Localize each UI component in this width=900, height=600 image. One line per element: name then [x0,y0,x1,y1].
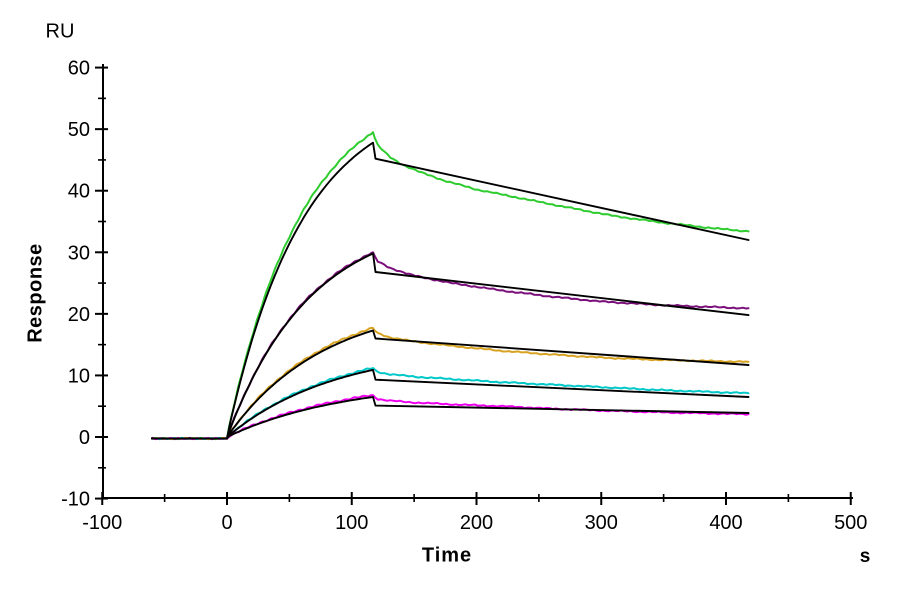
y-tick-label: -10 [61,489,90,511]
x-tick-label: -100 [82,512,122,534]
x-tick-label: 400 [709,512,742,534]
y-tick-label: 50 [68,119,90,141]
series-curve-green [151,131,750,441]
x-tick-label: 300 [585,512,618,534]
x-tick-label: 0 [221,512,232,534]
y-tick-label: 20 [68,304,90,326]
fit-line-gold [151,329,750,440]
fit-line-cyan [151,368,750,440]
y-tick-label: 40 [68,181,90,203]
x-axis-title: Time [421,544,473,567]
y-tick-label: 10 [68,365,90,387]
x-axis-unit-label: s [859,546,871,567]
y-axis-unit-label: RU [45,20,75,43]
y-tick-label: 30 [68,242,90,264]
x-tick-label: 100 [335,512,368,534]
fit-line-purple [151,252,750,440]
y-tick-label: 0 [79,427,90,449]
fit-line-magenta [151,396,750,440]
x-tick-label: 500 [834,512,867,534]
x-tick-label: 200 [460,512,493,534]
y-tick-label: 60 [68,58,90,80]
fit-line-green [151,141,750,440]
